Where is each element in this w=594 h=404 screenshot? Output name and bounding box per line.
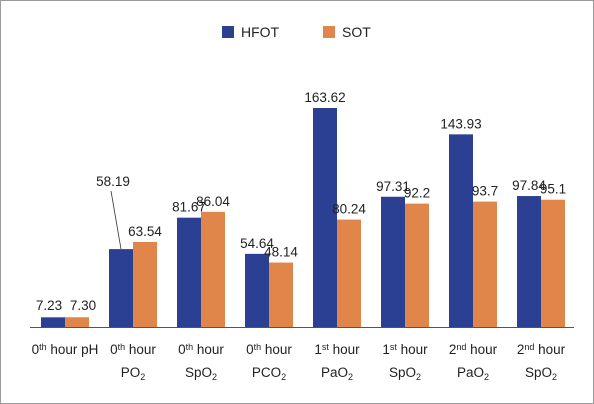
x-tick-label-line2-6: PaO2 (457, 365, 489, 382)
bar-sot-1 (133, 241, 157, 327)
data-label-hfot-1: 58.19 (96, 174, 130, 189)
data-label-sot-5: 92.2 (404, 186, 430, 201)
data-label-hfot-6: 143.93 (440, 116, 481, 131)
data-label-sot-1: 63.54 (128, 224, 162, 239)
x-tick-label-line2-7: SpO2 (525, 365, 557, 382)
x-tick-label-line2-4: PaO2 (321, 365, 353, 382)
x-tick-label-3: 0th hour (246, 342, 292, 357)
x-tick-label-line2-2: SpO2 (185, 365, 217, 382)
data-label-sot-3: 48.14 (264, 245, 298, 260)
x-tick-label-5: 1st hour (382, 342, 428, 357)
bar-hfot-1 (109, 249, 133, 327)
bar-sot-7 (541, 199, 565, 327)
data-label-hfot-4: 163.62 (304, 90, 345, 105)
data-label-hfot-3: 54.64 (240, 236, 274, 251)
data-label-hfot-0: 7.23 (36, 298, 62, 313)
x-tick-label-line2-1: PO2 (121, 365, 146, 382)
x-tick-label-4: 1st hour (314, 342, 360, 357)
data-label-hfot-5: 97.31 (376, 179, 410, 194)
data-label-sot-7: 95.1 (540, 182, 566, 197)
data-label-sot-4: 80.24 (332, 202, 366, 217)
data-label-hfot-2: 81.67 (172, 200, 206, 215)
data-label-hfot-7: 97.84 (512, 178, 546, 193)
bar-hfot-4 (313, 108, 337, 327)
bar-sot-5 (405, 203, 429, 327)
legend-label-hfot: HFOT (241, 24, 280, 40)
x-tick-label-6: 2nd hour (449, 342, 498, 357)
bar-hfot-3 (245, 253, 269, 327)
legend-swatch-sot (323, 26, 335, 38)
bar-sot-6 (473, 201, 497, 327)
data-label-sot-6: 93.7 (472, 184, 498, 199)
x-tick-label-2: 0th hour (178, 342, 224, 357)
x-tick-label-0: 0th hour pH (32, 342, 99, 357)
x-tick-label-7: 2nd hour (517, 342, 566, 357)
x-tick-label-line2-5: SpO2 (389, 365, 421, 382)
data-label-sot-0: 7.30 (70, 298, 96, 313)
x-tick-label-line2-3: PCO2 (252, 365, 286, 382)
legend-swatch-hfot (222, 26, 234, 38)
bar-hfot-7 (517, 196, 541, 327)
bar-sot-4 (337, 219, 361, 327)
bar-hfot-6 (449, 134, 473, 327)
data-label-sot-2: 86.04 (196, 194, 230, 209)
bar-sot-3 (269, 262, 293, 327)
bar-sot-0 (65, 317, 89, 327)
legend-label-sot: SOT (342, 24, 371, 40)
bar-hfot-5 (381, 196, 405, 327)
bar-sot-2 (201, 211, 225, 327)
x-tick-label-1: 0th hour (110, 342, 156, 357)
bar-hfot-2 (177, 217, 201, 327)
bar-hfot-0 (41, 317, 65, 327)
label-leader-line (110, 190, 122, 250)
